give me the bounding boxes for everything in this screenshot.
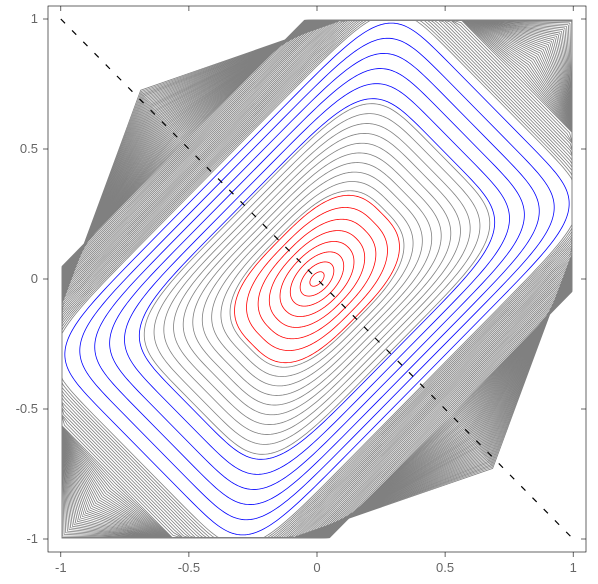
xtick-label: 1: [570, 560, 577, 575]
contour: [154, 114, 480, 445]
xtick-label: -0.5: [178, 560, 200, 575]
ytick-label: 0: [31, 271, 38, 286]
chart-container: -1 -0.5 0 0.5 1 -1 -0.5 0 0.5 1: [0, 0, 598, 584]
ytick-label: 1: [31, 11, 38, 26]
contour: [300, 262, 334, 296]
ytick-label: 0.5: [20, 141, 38, 156]
diagonal-line: [61, 19, 573, 539]
ytick-label: -1: [26, 531, 38, 546]
xtick-label: 0.5: [436, 560, 454, 575]
ytick-label: -0.5: [16, 401, 38, 416]
contour: [174, 133, 461, 424]
contour-plot: -1 -0.5 0 0.5 1 -1 -0.5 0 0.5 1: [0, 0, 598, 584]
xtick-label: -1: [55, 560, 67, 575]
contour: [221, 181, 413, 376]
xtick-label: 0: [313, 560, 320, 575]
